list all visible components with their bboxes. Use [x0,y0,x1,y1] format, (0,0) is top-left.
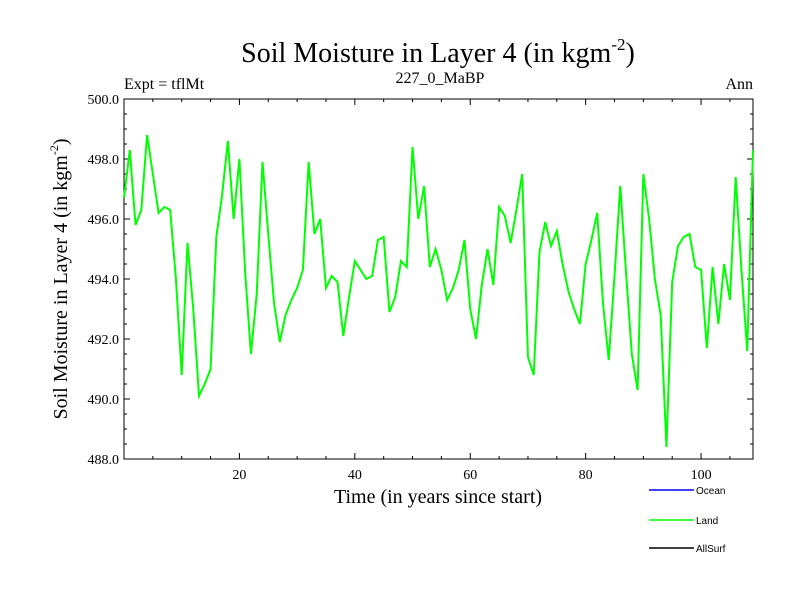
y-tick-label: 498.0 [88,153,120,168]
y-tick-label: 494.0 [88,273,120,288]
y-tick-label: 488.0 [88,453,120,468]
y-tick-label: 500.0 [88,93,120,108]
legend-label-allsurf: AllSurf [696,544,726,555]
y-axis: 488.0 490.0 492.0 494.0 496.0 498.0 500.0 [88,93,753,468]
x-tick-label: 60 [463,468,477,483]
y-tick-label: 492.0 [88,333,120,348]
plot-area [123,98,754,460]
y-tick-label: 490.0 [88,393,120,408]
subtitle-right: Ann [725,76,753,93]
chart-title-sup: -2 [611,35,625,54]
chart-title: Soil Moisture in Layer 4 (in kgm-2) [241,35,635,69]
legend-label-ocean: Ocean [696,486,725,497]
x-tick-label: 40 [348,468,362,483]
x-axis-label: Time (in years since start) [334,486,542,508]
legend: Ocean Land AllSurf [649,486,726,555]
y-axis-label-close: ) [50,138,72,145]
x-tick-label: 80 [579,468,593,483]
chart-title-close: ) [626,38,635,69]
series-lines [123,134,754,448]
subtitle-left: Expt = tflMt [124,76,205,93]
y-axis-label-sup: -2 [47,145,61,155]
y-axis-label: Soil Moisture in Layer 4 (in kgm-2) [47,138,72,419]
legend-label-land: Land [696,516,718,527]
subtitle-center: 227_0_MaBP [396,70,485,87]
x-tick-label: 20 [232,468,246,483]
chart-title-main: Soil Moisture in Layer 4 (in kgm [241,38,611,69]
y-axis-label-main: Soil Moisture in Layer 4 (in kgm [50,155,72,420]
series-line-land [123,134,754,448]
x-tick-label: 100 [691,468,712,483]
y-tick-label: 496.0 [88,213,120,228]
x-axis: 20 40 60 80 100 [152,99,731,483]
